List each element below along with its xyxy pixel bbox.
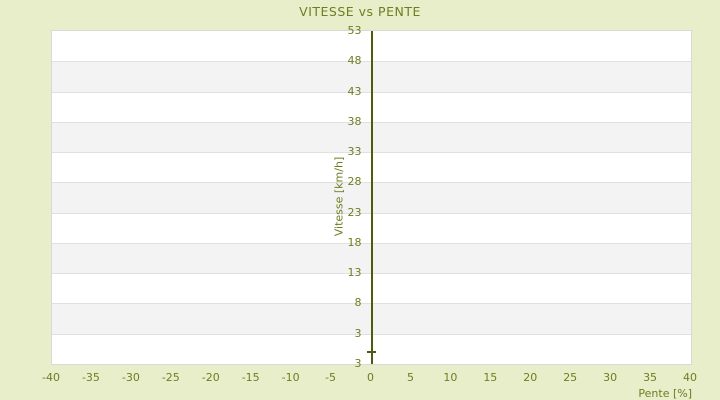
y-axis-line	[370, 31, 373, 364]
y-tick-label: 48	[347, 54, 362, 68]
x-tick-label: 20	[523, 371, 538, 384]
x-axis-title: Pente [%]	[638, 387, 692, 400]
x-tick-label: -40	[42, 371, 60, 384]
y-axis-title: Vitesse [km/h]	[332, 156, 345, 236]
x-tick-label: -10	[281, 371, 300, 384]
y-tick-label: 3	[354, 326, 362, 340]
y-tick-label: 8	[354, 296, 362, 310]
data-point-marker	[367, 350, 376, 353]
x-tick-label: 10	[443, 371, 458, 384]
x-tick-label: 5	[406, 371, 414, 384]
plot-area: 53 48 43 38 33 28 23 18 13 8 3 3	[51, 25, 692, 370]
y-tick-label: 13	[347, 266, 362, 280]
x-tick-label: 15	[483, 371, 498, 384]
x-tick-label: -25	[161, 371, 180, 384]
x-tick-label: -15	[241, 371, 260, 384]
x-tick-label: -30	[121, 371, 140, 384]
y-tick-label: 18	[347, 235, 362, 249]
x-tick-label: 25	[563, 371, 578, 384]
y-tick-label: 38	[347, 114, 362, 128]
x-tick-label: 0	[367, 371, 374, 384]
y-tick-label: 23	[347, 205, 362, 219]
x-tick-label: -20	[201, 371, 220, 384]
y-tick-label: 3	[354, 357, 362, 370]
x-tick-label: -35	[81, 371, 100, 384]
x-tick-label: 40	[683, 371, 697, 384]
x-tick-label: -5	[325, 371, 337, 384]
chart-title: VITESSE vs PENTE	[299, 4, 421, 19]
y-tick-label: 53	[347, 24, 362, 37]
x-tick-label: 35	[643, 371, 658, 384]
y-tick-label: 28	[347, 175, 362, 189]
y-tick-label: 43	[347, 84, 362, 98]
y-tick-label: 33	[347, 145, 362, 159]
x-tick-label: 30	[603, 371, 618, 384]
